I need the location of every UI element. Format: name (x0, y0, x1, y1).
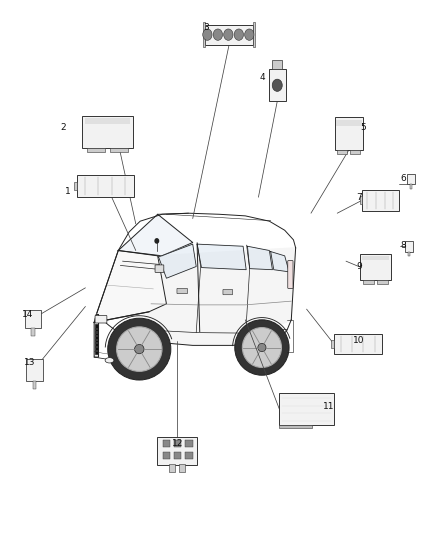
Circle shape (224, 29, 233, 41)
Bar (95, 324, 98, 354)
Text: 12: 12 (172, 439, 183, 448)
Bar (163, 440, 170, 447)
FancyBboxPatch shape (288, 261, 293, 288)
Text: 5: 5 (360, 124, 367, 132)
Bar (95, 346, 98, 348)
Bar (272, 60, 282, 69)
Polygon shape (197, 244, 246, 270)
Circle shape (245, 29, 254, 41)
Bar (110, 148, 128, 152)
Bar (163, 453, 170, 459)
Bar (335, 117, 363, 150)
Text: 13: 13 (24, 358, 35, 367)
Bar (82, 116, 133, 148)
Bar (95, 338, 98, 341)
Polygon shape (159, 244, 196, 278)
Bar (174, 440, 181, 447)
Bar (95, 342, 98, 344)
Bar (26, 359, 43, 381)
Bar (95, 350, 98, 352)
Circle shape (272, 79, 282, 91)
Bar (362, 190, 399, 211)
Bar (360, 254, 391, 280)
Bar (405, 241, 413, 252)
Bar (185, 440, 193, 447)
Bar (408, 252, 410, 256)
Bar (33, 381, 36, 389)
Bar (361, 256, 389, 261)
FancyBboxPatch shape (95, 316, 107, 323)
Bar (336, 119, 362, 126)
Bar (337, 150, 347, 154)
Text: 2: 2 (61, 124, 66, 132)
Circle shape (213, 29, 223, 41)
Polygon shape (271, 252, 289, 272)
FancyBboxPatch shape (223, 289, 233, 295)
Bar (185, 453, 193, 459)
Bar (77, 175, 134, 197)
Circle shape (155, 239, 159, 243)
Polygon shape (118, 248, 296, 345)
Bar (279, 393, 334, 425)
Bar (410, 184, 412, 189)
Ellipse shape (134, 344, 144, 354)
Bar (85, 118, 130, 124)
Bar (279, 425, 312, 428)
Polygon shape (94, 314, 99, 357)
Bar (332, 340, 334, 348)
Text: 4: 4 (260, 73, 265, 82)
Ellipse shape (117, 327, 162, 372)
Text: 8: 8 (400, 241, 406, 249)
Polygon shape (247, 246, 272, 270)
Ellipse shape (108, 318, 171, 380)
FancyBboxPatch shape (177, 288, 187, 294)
Text: 14: 14 (21, 310, 33, 319)
Bar (31, 328, 35, 336)
Bar (157, 437, 197, 465)
Bar (87, 148, 105, 152)
Ellipse shape (235, 320, 289, 375)
Text: 9: 9 (356, 262, 362, 271)
Polygon shape (118, 214, 193, 256)
Bar (179, 464, 185, 472)
Ellipse shape (242, 328, 282, 367)
Bar (363, 280, 374, 284)
Bar (377, 280, 388, 284)
Bar (253, 22, 255, 47)
Bar (95, 332, 98, 334)
Bar (95, 328, 98, 330)
Ellipse shape (258, 343, 266, 352)
Text: 11: 11 (323, 402, 334, 410)
FancyBboxPatch shape (155, 265, 164, 272)
Circle shape (203, 29, 212, 41)
Bar (269, 69, 286, 101)
Bar (205, 25, 253, 45)
Polygon shape (94, 251, 166, 322)
Bar (25, 310, 41, 328)
Bar (95, 335, 98, 337)
Bar (350, 150, 360, 154)
Circle shape (234, 29, 244, 41)
Text: 7: 7 (356, 193, 362, 201)
Bar (334, 334, 382, 354)
Text: 3: 3 (203, 23, 209, 32)
Bar (174, 453, 181, 459)
Bar (360, 196, 362, 205)
Bar (407, 174, 415, 184)
Text: 1: 1 (65, 188, 71, 196)
Text: 6: 6 (400, 174, 406, 183)
Bar (169, 464, 175, 472)
Text: 10: 10 (353, 336, 365, 344)
Ellipse shape (105, 358, 114, 363)
Bar (74, 182, 77, 190)
Bar (203, 22, 205, 47)
